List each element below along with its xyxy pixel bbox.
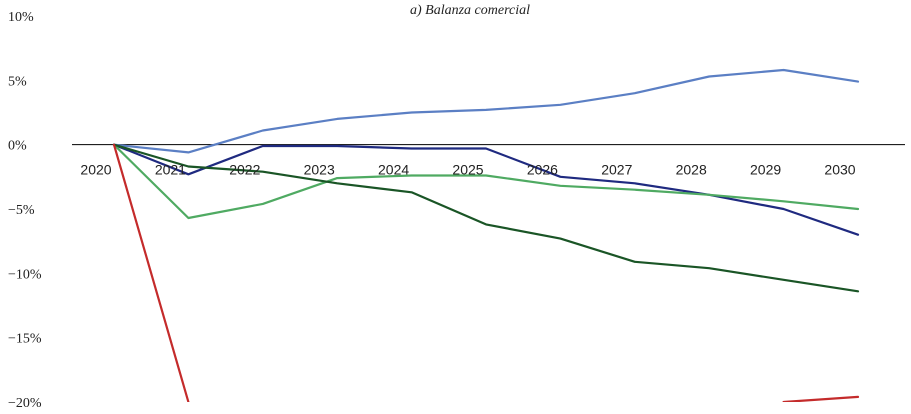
series-line-4 <box>112 143 860 293</box>
y-tick-label: −20% <box>8 396 42 411</box>
x-tick-label: 2026 <box>527 162 558 178</box>
series-line-5 <box>782 395 860 402</box>
y-tick-label: 5% <box>8 74 27 89</box>
y-tick-label: −5% <box>8 203 35 218</box>
x-tick-label: 2023 <box>304 162 335 178</box>
x-tick-label: 2025 <box>452 162 483 178</box>
series-line-2 <box>112 143 860 236</box>
series-line-1 <box>112 68 860 154</box>
y-tick-label: −15% <box>8 332 42 347</box>
y-tick-label: 0% <box>8 139 27 154</box>
x-tick-label: 2021 <box>155 162 186 178</box>
x-tick-label: 2029 <box>750 162 781 178</box>
x-tick-label: 2022 <box>229 162 260 178</box>
y-tick-label: −10% <box>8 267 42 282</box>
series-line-3 <box>112 143 860 220</box>
series-group <box>112 68 860 402</box>
series-line-5 <box>112 143 190 402</box>
x-tick-label: 2020 <box>80 162 111 178</box>
x-tick-label: 2028 <box>676 162 707 178</box>
x-tick-label: 2027 <box>601 162 632 178</box>
x-tick-label: 2024 <box>378 162 409 178</box>
x-tick-label: 2030 <box>824 162 855 178</box>
y-tick-label: 10% <box>8 10 34 25</box>
chart-title: a) Balanza comercial <box>410 3 530 18</box>
